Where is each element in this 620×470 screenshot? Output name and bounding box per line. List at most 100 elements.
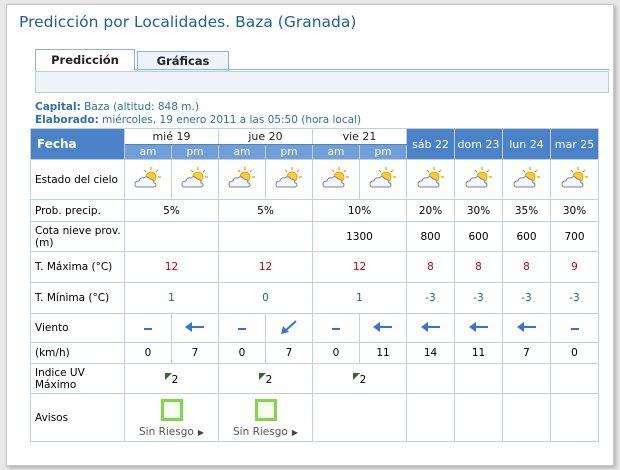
tab-divider — [135, 69, 609, 70]
tab-content-bar — [35, 71, 609, 93]
uv-value: 2 — [265, 374, 273, 387]
header-fecha: Fecha — [30, 128, 125, 160]
kmh-cell: 11 — [359, 342, 407, 364]
uv-cell: 2 — [124, 363, 219, 394]
header-am: am — [124, 144, 172, 160]
header-pm: pm — [171, 144, 219, 160]
aviso-cell[interactable]: Sin Riesgo ▶ — [124, 393, 219, 442]
partly-cloudy-sun-icon — [124, 159, 172, 200]
cota-cell — [124, 221, 219, 252]
cota-cell — [218, 221, 313, 252]
wind-calm-icon — [312, 313, 360, 343]
kmh-cell: 14 — [406, 342, 455, 364]
row-tmax: T. Máxima (°C) 12 12 12 8 8 8 9 — [30, 251, 599, 283]
uv-level-icon — [258, 373, 266, 381]
tmax-cell: 12 — [218, 251, 313, 283]
elaborado-label: Elaborado: — [35, 114, 99, 126]
partly-cloudy-sun-icon — [218, 159, 266, 200]
wind-arrow-icon — [171, 313, 219, 343]
kmh-cell: 7 — [502, 342, 551, 364]
uv-level-icon — [352, 373, 360, 381]
page-title: Predicción por Localidades. Baza (Granad… — [19, 13, 357, 31]
header-pm: pm — [265, 144, 313, 160]
tmin-cell: -3 — [454, 282, 503, 314]
tmax-cell: 8 — [454, 251, 503, 283]
forecast-table: Fecha mié 19 jue 20 vie 21 sáb 22 dom 23… — [30, 128, 599, 442]
aviso-empty — [406, 393, 455, 442]
header-day-mie19: mié 19 — [124, 128, 219, 145]
header-day-jue20: jue 20 — [218, 128, 313, 145]
wind-calm-icon — [124, 313, 172, 343]
header-am: am — [312, 144, 360, 160]
row-label-avisos: Avisos — [30, 393, 125, 442]
prob-cell: 35% — [502, 199, 551, 222]
partly-cloudy-sun-icon — [312, 159, 360, 200]
header-day-sab22: sáb 22 — [406, 128, 455, 160]
uv-cell: 2 — [218, 363, 313, 394]
kmh-cell: 0 — [550, 342, 599, 364]
row-tmin: T. Mínima (°C) 1 0 1 -3 -3 -3 -3 — [30, 282, 599, 314]
aviso-empty — [454, 393, 503, 442]
header-day-dom23: dom 23 — [454, 128, 503, 160]
partly-cloudy-sun-icon — [265, 159, 313, 200]
no-risk-indicator-icon — [254, 399, 277, 421]
wind-arrow-icon — [406, 313, 455, 343]
tmax-cell: 8 — [406, 251, 455, 283]
aviso-empty — [550, 393, 599, 442]
row-cota-nieve: Cota nieve prov.(m) 1300 800 600 600 700 — [30, 221, 599, 252]
prob-cell: 5% — [124, 199, 219, 222]
tmin-cell: -3 — [550, 282, 599, 314]
no-risk-indicator-icon — [160, 399, 183, 421]
tmax-cell: 12 — [312, 251, 407, 283]
row-estado-cielo: Estado del cielo — [30, 159, 599, 200]
partly-cloudy-sun-icon — [454, 159, 503, 200]
wind-calm-icon — [218, 313, 266, 343]
cota-cell: 800 — [406, 221, 455, 252]
cota-cell: 700 — [550, 221, 599, 252]
row-kmh: (km/h) 0 7 0 7 0 11 14 11 7 0 — [30, 342, 599, 364]
header-pm: pm — [359, 144, 407, 160]
capital-value: Baza (altitud: 848 m.) — [84, 101, 199, 113]
partly-cloudy-sun-icon — [406, 159, 455, 200]
row-label-estado: Estado del cielo — [30, 159, 125, 200]
uv-empty — [406, 363, 455, 394]
aviso-empty — [502, 393, 551, 442]
wind-arrow-icon — [359, 313, 407, 343]
uv-empty — [550, 363, 599, 394]
tab-prediccion[interactable]: Predicción — [35, 49, 135, 72]
partly-cloudy-sun-icon — [502, 159, 551, 200]
triangle-right-icon[interactable]: ▶ — [197, 428, 204, 437]
kmh-cell: 7 — [265, 342, 313, 364]
uv-value: 2 — [359, 374, 367, 387]
cota-cell: 1300 — [312, 221, 407, 252]
aviso-label: Sin Riesgo — [139, 426, 194, 438]
tmax-cell: 9 — [550, 251, 599, 283]
tmin-cell: -3 — [502, 282, 551, 314]
row-viento: Viento — [30, 313, 599, 343]
uv-cell: 2 — [312, 363, 407, 394]
partly-cloudy-sun-icon — [359, 159, 407, 200]
row-label-tmax: T. Máxima (°C) — [30, 251, 125, 283]
tmax-cell: 12 — [124, 251, 219, 283]
row-label-prob: Prob. precip. — [30, 199, 125, 222]
prob-cell: 10% — [312, 199, 407, 222]
triangle-right-icon[interactable]: ▶ — [291, 428, 298, 437]
wind-arrow-icon — [502, 313, 551, 343]
wind-arrow-icon — [265, 313, 313, 343]
kmh-cell: 0 — [218, 342, 266, 364]
uv-value: 2 — [171, 374, 179, 387]
aviso-cell[interactable]: Sin Riesgo ▶ — [218, 393, 313, 442]
header-am: am — [218, 144, 266, 160]
aviso-label: Sin Riesgo — [233, 426, 288, 438]
tmin-cell: 0 — [218, 282, 313, 314]
tab-graficas[interactable]: Gráficas — [137, 51, 229, 71]
row-label-kmh: (km/h) — [30, 342, 125, 364]
kmh-cell: 0 — [124, 342, 172, 364]
row-label-viento: Viento — [30, 313, 125, 343]
wind-calm-icon — [550, 313, 599, 343]
row-label-tmin: T. Mínima (°C) — [30, 282, 125, 314]
row-uv: Indice UV Máximo 2 2 2 — [30, 363, 599, 394]
partly-cloudy-sun-icon — [550, 159, 599, 200]
header-day-mar25: mar 25 — [550, 128, 599, 160]
capital-label: Capital: — [35, 101, 81, 113]
